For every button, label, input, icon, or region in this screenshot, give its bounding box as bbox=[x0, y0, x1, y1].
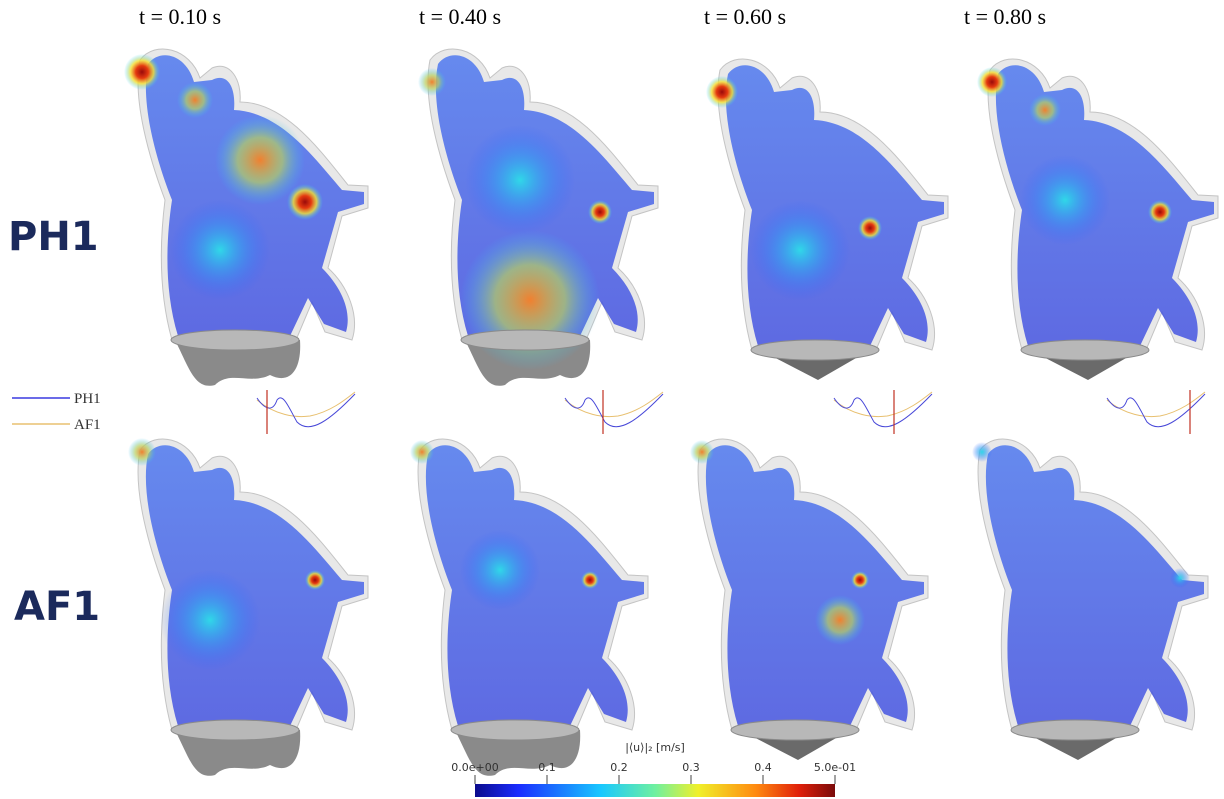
valve-ring bbox=[730, 719, 860, 741]
flow-hotspot bbox=[815, 595, 865, 645]
flow-hotspot bbox=[465, 125, 575, 235]
colorbar-tick-label: 0.3 bbox=[682, 761, 700, 774]
flow-hotspot bbox=[215, 115, 305, 205]
atrium-render bbox=[124, 48, 369, 386]
colorbar-title: |⟨u⟩|₂ [m/s] bbox=[625, 741, 685, 754]
inset-curve-ph1 bbox=[833, 393, 933, 428]
row-label: PH1 bbox=[8, 214, 99, 260]
colorbar-tick-label: 0.0e+00 bbox=[451, 761, 498, 774]
column-header: t = 0.80 s bbox=[964, 4, 1046, 29]
flow-hotspot bbox=[305, 570, 325, 590]
valve-ring bbox=[460, 329, 590, 351]
flow-hotspot bbox=[581, 571, 599, 589]
flow-hotspot bbox=[1170, 568, 1190, 588]
flow-hotspot bbox=[460, 530, 540, 610]
inset-curve-ph1 bbox=[256, 393, 356, 428]
atrium-flow bbox=[985, 445, 1204, 726]
column-header: t = 0.10 s bbox=[139, 4, 221, 29]
valve-ring bbox=[170, 719, 300, 741]
colorbar-tick-label: 5.0e-01 bbox=[814, 761, 856, 774]
valve-ring bbox=[170, 329, 300, 351]
flow-hotspot bbox=[858, 216, 882, 240]
atrium-render bbox=[706, 58, 949, 380]
colorbar-tick-label: 0.1 bbox=[538, 761, 556, 774]
atrium-render bbox=[418, 48, 659, 386]
inset-curve-ph1 bbox=[1106, 393, 1206, 428]
atrium-render bbox=[410, 438, 649, 776]
flow-hotspot bbox=[128, 438, 156, 466]
flow-hotspot bbox=[160, 570, 260, 670]
inset-plot bbox=[833, 390, 933, 434]
flow-hotspot bbox=[418, 68, 446, 96]
flow-hotspot bbox=[410, 440, 434, 464]
atrium-render bbox=[128, 438, 369, 776]
flow-hotspot bbox=[750, 200, 850, 300]
flow-hotspot bbox=[977, 67, 1007, 97]
ventricle bbox=[175, 730, 301, 776]
atrium-flow bbox=[705, 445, 924, 726]
atrium-render bbox=[972, 438, 1209, 760]
inset-plot bbox=[256, 390, 356, 434]
flow-hotspot bbox=[177, 82, 213, 118]
legend-label: PH1 bbox=[74, 391, 101, 407]
inset-plot bbox=[564, 390, 664, 434]
column-header: t = 0.40 s bbox=[419, 4, 501, 29]
flow-hotspot bbox=[690, 440, 714, 464]
column-headers: t = 0.10 s t = 0.40 s t = 0.60 s t = 0.8… bbox=[139, 4, 1046, 29]
panels bbox=[124, 48, 1219, 776]
ventricle bbox=[455, 730, 581, 776]
legend-label: AF1 bbox=[74, 417, 101, 433]
flow-hotspot bbox=[706, 76, 738, 108]
valve-ring bbox=[1010, 719, 1140, 741]
insets bbox=[256, 390, 1206, 434]
inset-plot bbox=[1106, 390, 1206, 434]
flow-hotspot bbox=[287, 184, 323, 220]
legend: PH1 AF1 bbox=[12, 391, 101, 433]
valve-ring bbox=[450, 719, 580, 741]
flow-hotspot bbox=[170, 200, 270, 300]
flow-hotspot bbox=[972, 442, 992, 462]
valve-ring bbox=[750, 339, 880, 361]
atrium-render bbox=[977, 58, 1219, 380]
flow-hotspot bbox=[124, 54, 160, 90]
inset-curve-af1 bbox=[564, 391, 664, 418]
ventricle bbox=[175, 340, 301, 386]
inset-curve-af1 bbox=[256, 391, 356, 418]
row-label: AF1 bbox=[14, 584, 100, 630]
inset-curve-af1 bbox=[833, 391, 933, 418]
flow-hotspot bbox=[1029, 94, 1061, 126]
atrium-flow bbox=[725, 65, 944, 346]
flow-hotspot bbox=[851, 571, 869, 589]
inset-curve-ph1 bbox=[564, 393, 664, 428]
flow-hotspot bbox=[588, 200, 612, 224]
atrium-render bbox=[690, 438, 929, 760]
flow-hotspot bbox=[1020, 155, 1110, 245]
flow-hotspot bbox=[1148, 200, 1172, 224]
colorbar: |⟨u⟩|₂ [m/s] 0.0e+00 0.1 0.2 0.3 0.4 5.0e-01 bbox=[451, 741, 856, 797]
valve-ring bbox=[1020, 339, 1150, 361]
inset-curve-af1 bbox=[1106, 391, 1206, 418]
colorbar-tick-label: 0.4 bbox=[754, 761, 772, 774]
column-header: t = 0.60 s bbox=[704, 4, 786, 29]
colorbar-tick-label: 0.2 bbox=[610, 761, 628, 774]
colorbar-gradient bbox=[475, 784, 835, 797]
